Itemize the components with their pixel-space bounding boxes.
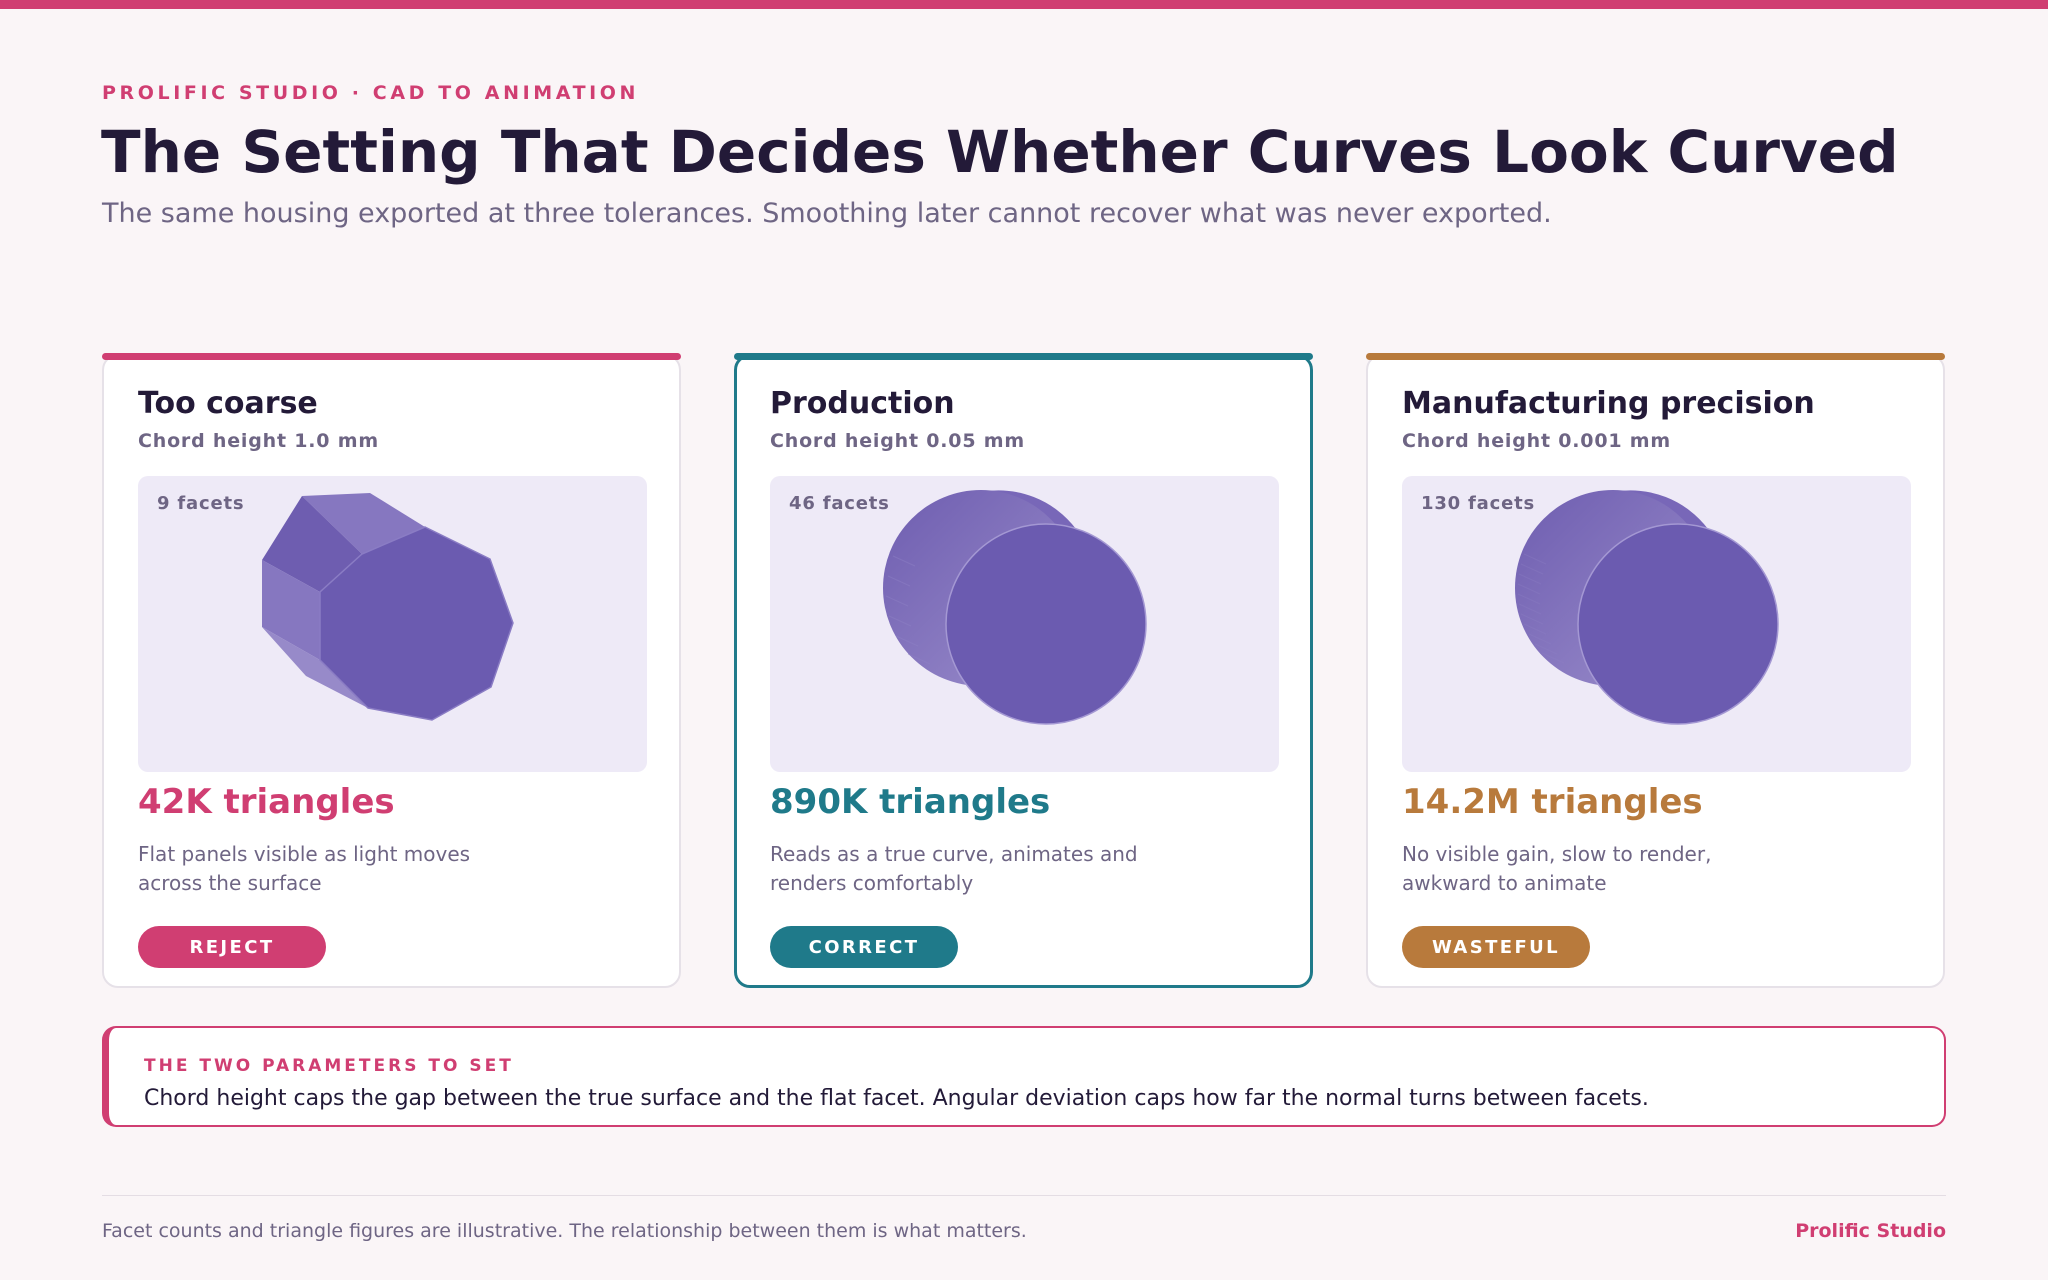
triangle-count: 42K triangles xyxy=(138,782,395,822)
page-subtitle: The same housing exported at three toler… xyxy=(102,198,1552,229)
cylinder-9-facets-icon xyxy=(262,493,514,721)
card-description: Reads as a true curve, animates and rend… xyxy=(770,842,1138,895)
callout-label: THE TWO PARAMETERS TO SET xyxy=(144,1056,514,1076)
chord-height-label: Chord height 1.0 mm xyxy=(138,430,379,452)
triangle-count: 890K triangles xyxy=(770,782,1051,822)
verdict-badge: REJECT xyxy=(138,926,326,968)
footer-divider xyxy=(102,1195,1946,1196)
card-manufacturing-precision: Manufacturing precision Chord height 0.0… xyxy=(1366,353,1945,988)
cylinder-130-facets-icon xyxy=(1515,490,1779,725)
card-accent-bar xyxy=(1366,353,1945,360)
card-accent-bar xyxy=(102,353,681,360)
callout-text: Chord height caps the gap between the tr… xyxy=(144,1086,1649,1111)
eyebrow: PROLIFIC STUDIO · CAD TO ANIMATION xyxy=(102,82,640,104)
chord-height-label: Chord height 0.05 mm xyxy=(770,430,1025,452)
facet-count: 46 facets xyxy=(789,493,890,514)
mesh-preview: 46 facets xyxy=(770,476,1279,772)
brand-name: Prolific Studio xyxy=(1795,1220,1946,1242)
triangle-count: 14.2M triangles xyxy=(1402,782,1703,822)
facet-count: 9 facets xyxy=(157,493,245,514)
card-title: Manufacturing precision xyxy=(1402,386,1815,421)
parameters-callout: THE TWO PARAMETERS TO SET Chord height c… xyxy=(102,1026,1946,1127)
chord-height-label: Chord height 0.001 mm xyxy=(1402,430,1671,452)
card-title: Too coarse xyxy=(138,386,318,421)
facet-count: 130 facets xyxy=(1421,493,1536,514)
verdict-badge: CORRECT xyxy=(770,926,958,968)
top-accent-bar xyxy=(0,0,2048,9)
verdict-badge: WASTEFUL xyxy=(1402,926,1590,968)
card-description: No visible gain, slow to render, awkward… xyxy=(1402,842,1712,895)
mesh-preview: 130 facets xyxy=(1402,476,1911,772)
card-title: Production xyxy=(770,386,955,421)
mesh-preview: 9 facets xyxy=(138,476,647,772)
card-description: Flat panels visible as light moves acros… xyxy=(138,842,471,895)
cylinder-46-facets-icon xyxy=(883,490,1147,725)
card-accent-bar xyxy=(734,353,1313,360)
card-too-coarse: Too coarse Chord height 1.0 mm 9 facets … xyxy=(102,353,681,988)
footnote: Facet counts and triangle figures are il… xyxy=(102,1220,1027,1242)
card-production: Production Chord height 0.05 mm 46 fac xyxy=(734,353,1313,988)
page-title: The Setting That Decides Whether Curves … xyxy=(101,118,1899,186)
